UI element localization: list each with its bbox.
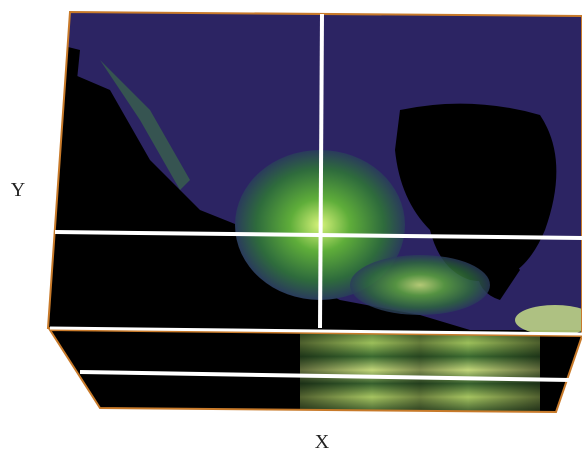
y-axis-label: Y bbox=[11, 179, 25, 201]
map-face bbox=[40, 10, 582, 345]
x-axis-label: X bbox=[315, 431, 330, 450]
side-face bbox=[40, 325, 582, 415]
volume-view: Y X bbox=[0, 0, 582, 450]
page: Y X (() => { const data = JSON.parse(doc… bbox=[0, 0, 582, 450]
